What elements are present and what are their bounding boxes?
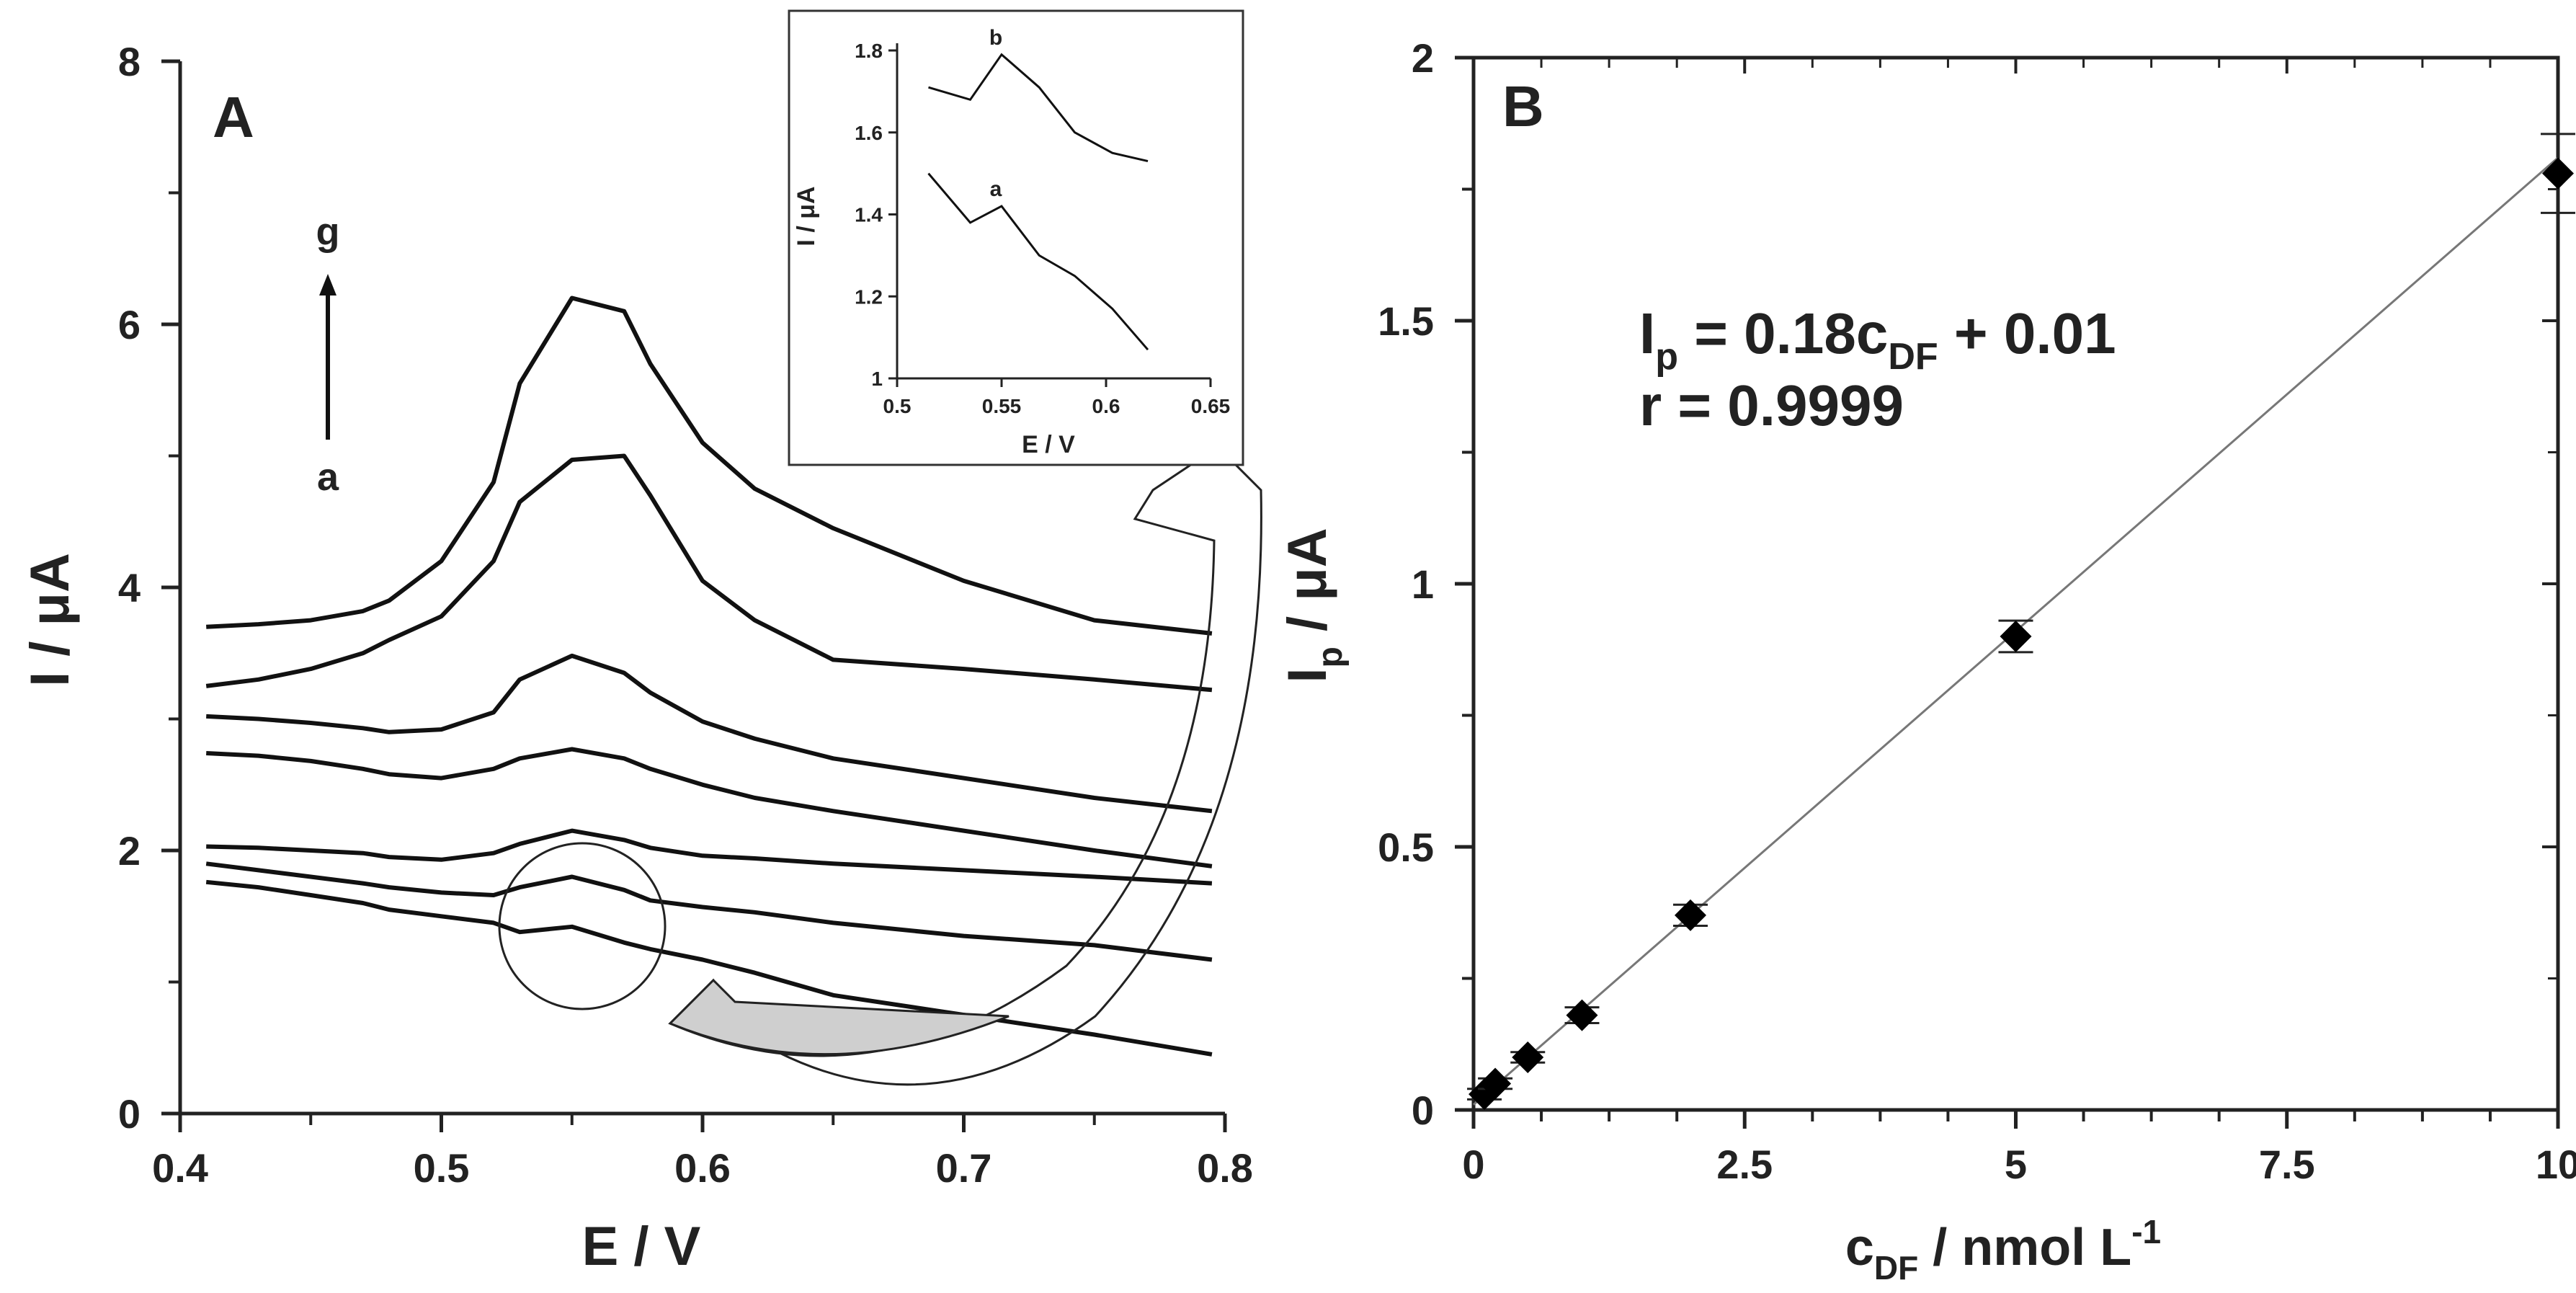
panel-b-x-axis-title: cDF / nmol L-1 <box>1845 1213 2161 1287</box>
inset-y-tick-label: 1.6 <box>855 122 883 144</box>
inset-x-tick-label: 0.55 <box>982 395 1022 417</box>
panel-a: 0.4 0.5 0.6 0.7 0.8 0 2 4 6 8 A E / V I / μA g a… <box>19 9 1262 1277</box>
panel-a-x-axis-title: E / V <box>582 1216 701 1277</box>
data-point <box>2542 157 2574 190</box>
inset-x-axis-title: E / V <box>1022 431 1075 458</box>
panel-a-label: A <box>213 85 254 149</box>
inset-panel: 0.5 0.55 0.6 0.65 1 1.2 1.4 1.6 1.8 E / V I / μ… <box>788 9 1244 466</box>
data-point <box>1675 899 1706 931</box>
curve-c <box>206 828 1213 886</box>
inset-y-tick-label: 1 <box>871 368 883 390</box>
curve-d <box>206 747 1213 868</box>
panel-a-y-tick-label: 4 <box>118 565 141 610</box>
curve-b <box>205 861 1213 962</box>
panel-b-y-tick-label: 0 <box>1412 1088 1434 1133</box>
inset-y-tick-label: 1.8 <box>855 40 883 62</box>
inset-frame <box>788 9 1244 466</box>
panel-b-x-tick-label: 10 <box>2536 1142 2576 1187</box>
panel-b-x-ticks: 0 2.5 5 7.5 10 <box>1462 58 2576 1187</box>
panel-a-x-tick-label: 0.7 <box>936 1145 992 1191</box>
curve-a <box>205 879 1213 1057</box>
data-point <box>1566 999 1598 1031</box>
data-point <box>2000 621 2032 652</box>
panel-a-curves <box>205 296 1213 1057</box>
correlation-coefficient: r = 0.9999 <box>1639 373 1904 437</box>
panel-a-y-tick-label: 0 <box>118 1091 141 1137</box>
panel-a-x-tick-label: 0.8 <box>1197 1145 1253 1191</box>
curve-g <box>206 296 1213 636</box>
inset-x-tick-label: 0.65 <box>1191 395 1231 417</box>
panel-a-y-ticks: 0 2 4 6 8 <box>118 39 180 1137</box>
panel-a-x-tick-label: 0.5 <box>414 1145 470 1191</box>
panel-b-y-tick-label: 1.5 <box>1378 298 1434 344</box>
panel-b: 0 2.5 5 7.5 10 0 0.5 1 1.5 2 B Ip = 0.18cDF + 0.… <box>1277 35 2576 1287</box>
panel-a-y-tick-label: 2 <box>118 828 141 874</box>
panel-b-y-tick-label: 0.5 <box>1378 825 1434 870</box>
inset-label-b: b <box>989 26 1002 50</box>
panel-a-x-ticks: 0.4 0.5 0.6 0.7 0.8 <box>152 1114 1253 1191</box>
inset-y-tick-label: 1.2 <box>855 285 883 308</box>
series-top-label: g <box>316 210 340 254</box>
regression-equation: Ip = 0.18cDF + 0.01 <box>1639 301 2116 378</box>
inset-y-axis-title: I / μA <box>793 186 820 246</box>
data-point <box>1512 1041 1544 1073</box>
inset-callout-arrow-outline <box>668 445 1262 1086</box>
panel-b-x-tick-label: 7.5 <box>2259 1142 2315 1187</box>
panel-a-y-tick-label: 6 <box>118 302 141 347</box>
panel-b-x-tick-label: 5 <box>2005 1142 2027 1187</box>
data-point <box>1479 1067 1512 1100</box>
curve-e <box>206 653 1213 814</box>
panel-b-x-tick-label: 0 <box>1462 1142 1484 1187</box>
panel-b-x-tick-label: 2.5 <box>1716 1142 1773 1187</box>
inset-curve-b <box>928 53 1149 163</box>
panel-b-y-tick-label: 1 <box>1412 561 1434 607</box>
inset-curve-a <box>927 172 1149 351</box>
inset-x-tick-label: 0.5 <box>883 395 912 417</box>
highlight-circle <box>498 842 667 1010</box>
panel-b-frame <box>1471 55 2560 1112</box>
inset-x-ticks: 0.5 0.55 0.6 0.65 <box>883 378 1231 417</box>
panel-b-label: B <box>1502 74 1544 138</box>
panel-b-y-ticks: 0 0.5 1 1.5 2 <box>1378 35 2558 1133</box>
panel-b-y-tick-label: 2 <box>1412 35 1434 81</box>
panel-a-y-axis-title: I / μA <box>19 553 81 687</box>
panel-a-x-tick-label: 0.4 <box>152 1145 208 1191</box>
panel-b-points <box>1467 133 2575 1111</box>
inset-label-a: a <box>990 177 1002 201</box>
inset-callout-arrow-tail <box>668 978 1010 1056</box>
curve-f <box>205 453 1213 693</box>
panel-a-x-tick-label: 0.6 <box>674 1145 731 1191</box>
inset-curves <box>927 53 1149 351</box>
inset-y-tick-label: 1.4 <box>855 204 883 226</box>
series-order-arrowhead <box>319 274 337 296</box>
panel-b-y-axis-title: Ip / μA <box>1277 528 1350 683</box>
inset-y-ticks: 1 1.2 1.4 1.6 1.8 <box>855 40 897 390</box>
series-bottom-label: a <box>317 456 339 499</box>
panel-a-y-tick-label: 8 <box>118 39 141 84</box>
inset-x-tick-label: 0.6 <box>1092 395 1120 417</box>
